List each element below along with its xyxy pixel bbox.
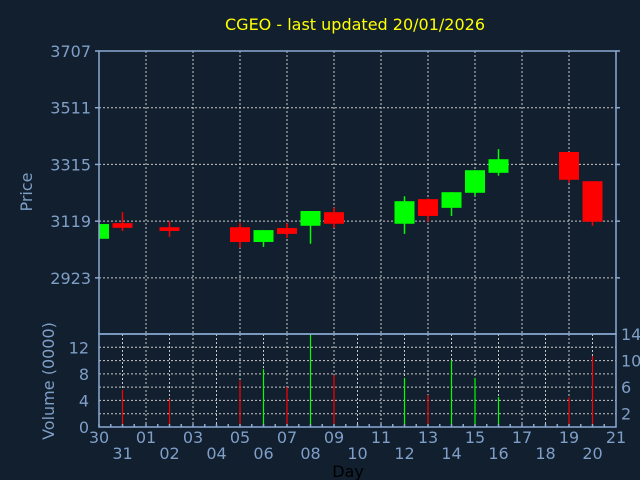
price-tick-label: 3315 xyxy=(50,155,91,174)
day-tick-label: 30 xyxy=(89,428,109,447)
candle-body xyxy=(159,227,180,231)
candle-body xyxy=(488,159,509,173)
candle-body xyxy=(99,224,109,239)
day-tick-label: 21 xyxy=(606,428,626,447)
day-tick-label: 03 xyxy=(183,428,203,447)
day-tick-label: 01 xyxy=(136,428,156,447)
candle-body xyxy=(253,230,274,242)
day-tick-label: 17 xyxy=(512,428,532,447)
volume-tick-label: 14 xyxy=(621,325,640,344)
volume-axis-label: Volume (0000) xyxy=(39,322,58,440)
day-tick-label: 09 xyxy=(324,428,344,447)
candle-body xyxy=(300,211,321,226)
volume-tick-label: 0 xyxy=(79,418,89,437)
day-tick-label: 04 xyxy=(206,444,226,463)
day-tick-label: 12 xyxy=(394,444,414,463)
price-panel-frame xyxy=(98,50,617,335)
day-tick-label: 06 xyxy=(253,444,273,463)
day-tick-label: 18 xyxy=(535,444,555,463)
day-tick-label: 19 xyxy=(559,428,579,447)
volume-tick-label: 12 xyxy=(69,338,89,357)
price-tick-label: 3119 xyxy=(50,212,91,231)
candle-body xyxy=(418,199,438,216)
price-tick-label: 3707 xyxy=(50,42,91,61)
day-tick-label: 13 xyxy=(418,428,438,447)
day-tick-label: 16 xyxy=(488,444,508,463)
day-tick-label: 10 xyxy=(347,444,367,463)
volume-tick-label: 6 xyxy=(621,378,631,397)
candle-body xyxy=(465,170,485,193)
y-axis-label: Price xyxy=(17,172,36,211)
candle-body xyxy=(582,181,603,222)
candle-body xyxy=(230,227,250,242)
candle-body xyxy=(441,192,462,208)
chart-title: CGEO - last updated 20/01/2026 xyxy=(225,15,485,34)
day-tick-label: 08 xyxy=(300,444,320,463)
day-tick-label: 20 xyxy=(582,444,602,463)
candle-body xyxy=(277,228,297,234)
day-tick-label: 11 xyxy=(371,428,391,447)
day-tick-label: 02 xyxy=(159,444,179,463)
price-tick-label: 2923 xyxy=(50,269,91,288)
volume-tick-label: 4 xyxy=(79,391,89,410)
candle-body xyxy=(112,223,133,228)
day-tick-label: 07 xyxy=(277,428,297,447)
candle-body xyxy=(559,151,579,180)
x-axis-label: Day xyxy=(332,462,364,480)
volume-tick-label: 10 xyxy=(621,352,640,371)
volume-tick-label: 8 xyxy=(79,365,89,384)
day-tick-label: 14 xyxy=(441,444,461,463)
candle-body xyxy=(394,201,415,224)
volume-tick-label: 2 xyxy=(621,405,631,424)
candle-body xyxy=(324,212,344,224)
day-tick-label: 15 xyxy=(465,428,485,447)
day-tick-label: 05 xyxy=(230,428,250,447)
price-tick-label: 3511 xyxy=(50,99,91,118)
day-tick-label: 31 xyxy=(112,444,132,463)
